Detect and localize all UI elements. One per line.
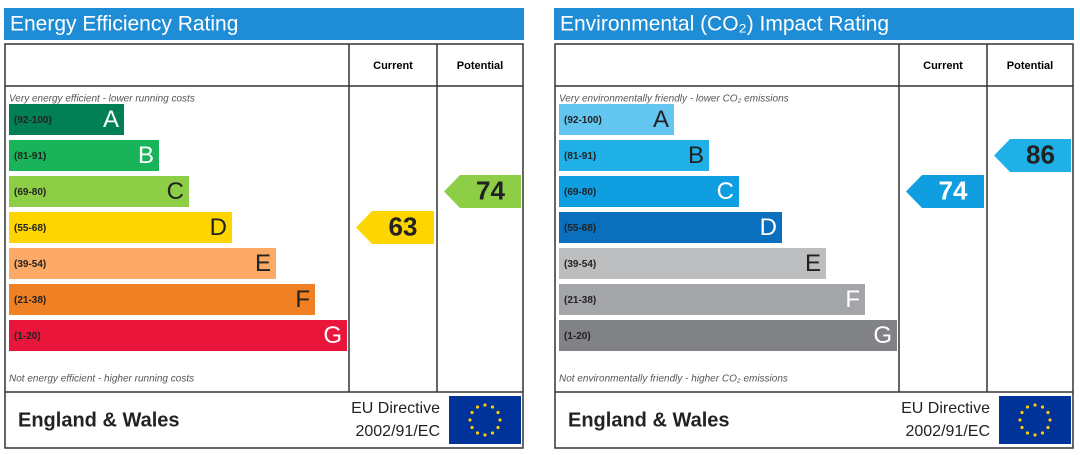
band-range: (21-38): [14, 295, 46, 306]
eu-star: [483, 403, 487, 407]
eu-star: [490, 405, 495, 409]
band-range: (92-100): [14, 115, 52, 126]
panel-title: Energy Efficiency Rating: [10, 13, 238, 36]
band-bar: [9, 212, 232, 243]
band-range: (92-100): [564, 115, 602, 126]
band-range: (55-68): [564, 223, 596, 234]
eu-star: [1025, 405, 1030, 409]
band-letter: D: [760, 214, 777, 241]
band-bar: [559, 284, 865, 315]
eu-star: [468, 418, 472, 422]
eu-star: [1018, 418, 1022, 422]
rating-value: 63: [389, 211, 418, 241]
rating-arrow: [906, 175, 984, 208]
panel-frame: [4, 43, 524, 449]
band-letter: G: [873, 322, 892, 349]
footer-directive: EU Directive: [351, 400, 440, 417]
eu-star: [470, 425, 474, 430]
band-bar: [9, 320, 347, 351]
panel-frame: [554, 43, 1074, 449]
rating-arrow: [444, 175, 521, 208]
column-header: Current: [923, 60, 963, 72]
eu-star: [483, 433, 487, 437]
band-bar: [9, 284, 315, 315]
band-bar: [559, 320, 897, 351]
band-letter: F: [845, 286, 860, 313]
band-range: (81-91): [14, 151, 46, 162]
epc-panel: Environmental (CO₂) Impact Rating Current…: [554, 8, 1074, 449]
band-bar: [559, 104, 674, 135]
band-letter: G: [323, 322, 342, 349]
band-range: (39-54): [14, 259, 46, 270]
column-header: Current: [373, 60, 413, 72]
top-caption: Very environmentally friendly - lower CO…: [559, 94, 789, 105]
eu-star: [496, 410, 500, 415]
eu-star: [1025, 431, 1030, 435]
rating-arrow: [994, 139, 1071, 172]
band-letter: E: [805, 250, 821, 277]
band-bar: [559, 212, 782, 243]
eu-star: [1040, 405, 1045, 409]
footer-directive: EU Directive: [901, 400, 990, 417]
eu-star: [1020, 410, 1024, 415]
footer-region: England & Wales: [18, 409, 180, 431]
eu-star: [470, 410, 474, 415]
footer-region: England & Wales: [568, 409, 730, 431]
eu-flag: [449, 396, 521, 444]
band-range: (55-68): [14, 223, 46, 234]
band-letter: D: [210, 214, 227, 241]
eu-star: [1040, 431, 1045, 435]
eu-star: [1033, 403, 1037, 407]
band-bar: [559, 248, 826, 279]
band-letter: B: [688, 142, 704, 169]
eu-star: [498, 418, 502, 422]
eu-star: [1033, 433, 1037, 437]
band-letter: C: [717, 178, 734, 205]
eu-star: [1046, 425, 1050, 430]
band-range: (69-80): [564, 187, 596, 198]
band-bar: [9, 248, 276, 279]
band-letter: A: [103, 106, 119, 133]
panel-title: Environmental (CO₂) Impact Rating: [560, 13, 889, 36]
band-bar: [9, 176, 189, 207]
band-range: (81-91): [564, 151, 596, 162]
eu-star: [1020, 425, 1024, 430]
rating-arrow: [356, 211, 434, 244]
band-range: (69-80): [14, 187, 46, 198]
eu-star: [475, 405, 480, 409]
column-header: Potential: [1007, 60, 1053, 72]
footer-directive: 2002/91/EC: [905, 423, 990, 440]
band-letter: E: [255, 250, 271, 277]
eu-star: [490, 431, 495, 435]
eu-star: [475, 431, 480, 435]
band-letter: C: [167, 178, 184, 205]
band-bar: [9, 140, 159, 171]
bottom-caption: Not energy efficient - higher running co…: [9, 374, 194, 385]
band-bar: [9, 104, 124, 135]
eu-flag: [999, 396, 1071, 444]
rating-value: 74: [939, 175, 968, 205]
band-letter: B: [138, 142, 154, 169]
eu-star: [496, 425, 500, 430]
bottom-caption: Not environmentally friendly - higher CO…: [559, 374, 788, 385]
band-range: (21-38): [564, 295, 596, 306]
band-range: (1-20): [564, 331, 591, 342]
eu-star: [1046, 410, 1050, 415]
rating-value: 86: [1026, 139, 1055, 169]
rating-value: 74: [476, 175, 505, 205]
footer-directive: 2002/91/EC: [355, 423, 440, 440]
band-bar: [559, 176, 739, 207]
column-header: Potential: [457, 60, 503, 72]
title-bar: [554, 8, 1074, 40]
band-letter: A: [653, 106, 669, 133]
eu-star: [1048, 418, 1052, 422]
top-caption: Very energy efficient - lower running co…: [9, 94, 195, 105]
band-range: (39-54): [564, 259, 596, 270]
band-bar: [559, 140, 709, 171]
band-letter: F: [295, 286, 310, 313]
title-bar: [4, 8, 524, 40]
band-range: (1-20): [14, 331, 41, 342]
epc-panel: Energy Efficiency Rating Current Potential…: [4, 8, 524, 449]
